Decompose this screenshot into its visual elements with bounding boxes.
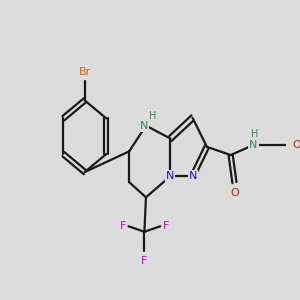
Text: O: O (292, 140, 300, 150)
Text: Br: Br (79, 67, 91, 77)
Text: H: H (149, 110, 157, 121)
Text: F: F (163, 221, 169, 231)
Text: H: H (251, 129, 258, 139)
Text: N: N (166, 171, 175, 181)
Text: N: N (140, 121, 148, 131)
Text: N: N (188, 171, 197, 181)
Text: N: N (249, 140, 258, 150)
Text: F: F (141, 256, 148, 266)
Text: F: F (120, 221, 126, 231)
Text: O: O (230, 188, 239, 198)
